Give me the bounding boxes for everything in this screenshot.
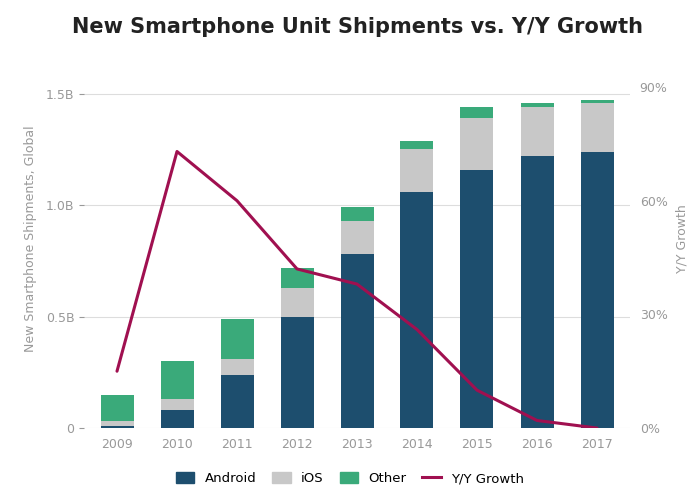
Bar (461, 107, 494, 118)
Bar (340, 254, 374, 428)
Y/Y Growth (533, 418, 541, 424)
Bar (521, 103, 554, 107)
Bar (281, 268, 314, 288)
Bar (400, 141, 433, 150)
Y/Y Growth (353, 281, 361, 287)
Bar (160, 361, 193, 399)
Bar (101, 421, 134, 426)
Bar (340, 208, 374, 221)
Legend: Android, iOS, Other, Y/Y Growth: Android, iOS, Other, Y/Y Growth (176, 472, 524, 486)
Bar (580, 100, 613, 103)
Bar (521, 156, 554, 428)
Bar (160, 399, 193, 410)
Bar (461, 170, 494, 428)
Line: Y/Y Growth: Y/Y Growth (117, 152, 597, 428)
Y/Y Growth (293, 266, 301, 272)
Y/Y Growth (233, 198, 242, 204)
Bar (400, 150, 433, 192)
Bar (400, 192, 433, 428)
Bar (220, 374, 253, 428)
Bar (281, 288, 314, 317)
Bar (101, 395, 134, 421)
Y-axis label: Y/Y Growth: Y/Y Growth (676, 204, 689, 273)
Bar (521, 107, 554, 156)
Bar (281, 317, 314, 428)
Title: New Smartphone Unit Shipments vs. Y/Y Growth: New Smartphone Unit Shipments vs. Y/Y Gr… (71, 17, 643, 36)
Bar (340, 221, 374, 254)
Y/Y Growth (413, 327, 421, 333)
Y/Y Growth (473, 387, 481, 393)
Y/Y Growth (113, 368, 121, 374)
Bar (220, 319, 253, 359)
Bar (160, 410, 193, 428)
Y/Y Growth (593, 425, 601, 431)
Bar (220, 359, 253, 374)
Y/Y Growth (173, 149, 181, 154)
Bar (580, 103, 613, 152)
Bar (580, 152, 613, 428)
Bar (101, 426, 134, 428)
Bar (461, 118, 494, 170)
Y-axis label: New Smartphone Shipments, Global: New Smartphone Shipments, Global (25, 125, 37, 352)
